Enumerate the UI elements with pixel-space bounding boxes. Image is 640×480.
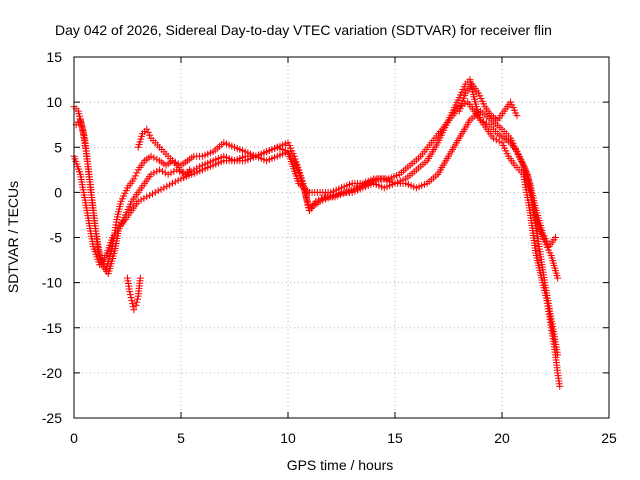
data-point [147, 170, 155, 178]
x-tick-label: 5 [177, 430, 185, 446]
data-point [164, 170, 172, 178]
x-axis-title: GPS time / hours [287, 457, 394, 473]
data-points [70, 76, 564, 390]
x-tick-label: 10 [280, 430, 296, 446]
data-point [513, 112, 521, 120]
data-point [133, 298, 141, 306]
y-axis-title: SDTVAR / TECUs [5, 181, 21, 293]
data-point [136, 274, 144, 282]
y-tick-label: 15 [46, 49, 62, 65]
data-point [150, 154, 158, 162]
data-point [166, 181, 174, 189]
y-tick-label: -20 [42, 365, 62, 381]
data-point [150, 169, 158, 177]
data-point [482, 119, 490, 127]
data-point [137, 196, 145, 204]
data-point [318, 194, 326, 202]
y-tick-labels: -25 -20 -15 -10 -5 0 5 10 15 [42, 49, 62, 426]
data-point [556, 382, 564, 390]
data-point [146, 191, 154, 199]
y-tick-label: -10 [42, 275, 62, 291]
y-tick-label: -5 [50, 230, 63, 246]
x-tick-label: 0 [70, 430, 78, 446]
data-point [315, 196, 323, 204]
data-point [143, 193, 151, 201]
y-tick-label: 5 [54, 139, 62, 155]
data-point [128, 300, 136, 308]
data-point [489, 134, 497, 142]
data-point [176, 167, 184, 175]
data-point [171, 158, 179, 166]
data-point [312, 197, 320, 205]
y-tick-label: -15 [42, 320, 62, 336]
data-point [160, 184, 168, 192]
data-point [129, 303, 137, 311]
data-point [133, 295, 141, 303]
data-point [171, 178, 179, 186]
data-point [163, 182, 171, 190]
data-point [174, 176, 182, 184]
data-point [130, 306, 138, 314]
data-point [157, 185, 165, 193]
y-tick-label: 0 [54, 184, 62, 200]
grid [74, 57, 609, 418]
y-tick-label: -25 [42, 410, 62, 426]
data-point [146, 131, 154, 139]
data-point [127, 294, 135, 302]
data-point [552, 234, 559, 241]
data-point [144, 128, 152, 136]
data-point [126, 288, 134, 296]
x-tick-labels: 0 5 10 15 20 25 [70, 430, 617, 446]
data-point [128, 297, 136, 305]
data-point [143, 125, 151, 133]
data-point [134, 197, 142, 205]
data-point [479, 118, 487, 126]
data-point [126, 291, 134, 299]
data-point [147, 152, 155, 160]
data-point [158, 167, 166, 175]
axis-ticks [73, 56, 610, 419]
data-point [153, 155, 161, 163]
x-tick-label: 20 [494, 430, 510, 446]
data-point [132, 301, 140, 309]
data-point [130, 175, 138, 183]
data-point [154, 187, 162, 195]
data-point [168, 179, 176, 187]
x-tick-label: 25 [601, 430, 617, 446]
data-point [186, 166, 194, 174]
y-tick-label: 10 [46, 94, 62, 110]
chart-title: Day 042 of 2026, Sidereal Day-to-day VTE… [55, 22, 552, 38]
data-point [554, 274, 562, 282]
data-point [492, 136, 500, 144]
data-point [151, 188, 159, 196]
data-point [477, 116, 485, 124]
x-tick-label: 15 [387, 430, 403, 446]
data-point [133, 169, 141, 177]
data-point [148, 190, 156, 198]
data-point [156, 166, 164, 174]
data-point [167, 169, 175, 177]
data-point [495, 137, 503, 145]
data-point [140, 194, 148, 202]
data-point [131, 172, 139, 180]
